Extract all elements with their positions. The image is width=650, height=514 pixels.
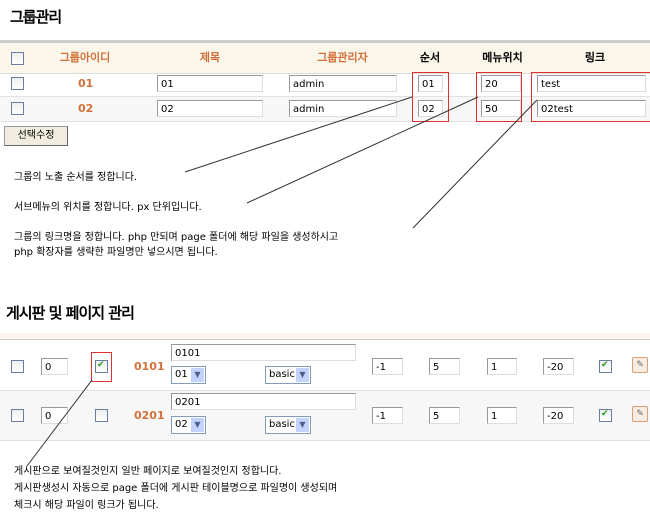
- menu-position-input[interactable]: 50: [481, 100, 521, 117]
- header-menu-position: 메뉴위치: [482, 51, 523, 64]
- header-group-id: 그룹아이디: [59, 51, 111, 64]
- note-board-1: 게시판으로 보여질것인지 일반 페이지로 보여질것인지 정합니다.: [14, 466, 282, 477]
- is-board-checkbox[interactable]: [95, 360, 108, 373]
- table-row: 0 0101 0101 01▼ basic▼ -1 5 1 -20 ✎: [0, 342, 650, 391]
- admin-input[interactable]: admin: [289, 100, 397, 117]
- highlight-order: [412, 72, 449, 122]
- row-checkbox[interactable]: [11, 360, 24, 373]
- row-checkbox[interactable]: [11, 77, 24, 90]
- table-row: 0 0201 0201 02▼ basic▼ -1 5 1 -20 ✎: [0, 391, 650, 441]
- board-title-input[interactable]: 0101: [171, 344, 356, 361]
- board-id: 0201: [134, 409, 165, 422]
- highlight-link: [531, 72, 650, 122]
- value-input-2[interactable]: 5: [429, 358, 460, 375]
- header-title: 제목: [199, 51, 221, 64]
- table-row: 01 01 admin 01 20 test: [0, 72, 650, 97]
- group-title: 그룹관리: [10, 8, 62, 26]
- note-link-2: php 확장자를 생략한 파일명만 넣으시면 됩니다.: [14, 247, 218, 258]
- edit-icon[interactable]: ✎: [632, 357, 648, 373]
- order-input[interactable]: 0: [41, 407, 68, 424]
- is-board-checkbox[interactable]: [95, 409, 108, 422]
- value-input-1[interactable]: -1: [372, 358, 403, 375]
- board-id: 0101: [134, 360, 165, 373]
- group-select[interactable]: 01 ▼: [171, 366, 206, 384]
- value-input-4[interactable]: -20: [543, 358, 574, 375]
- value-input-1[interactable]: -1: [372, 407, 403, 424]
- row-checkbox[interactable]: [11, 102, 24, 115]
- pointer-line-order: [184, 96, 413, 173]
- title-input[interactable]: 02: [157, 100, 263, 117]
- header-order: 순서: [419, 51, 441, 64]
- order-input[interactable]: 0: [41, 358, 68, 375]
- group-select-value: 01: [175, 369, 188, 380]
- pointer-line-menu: [246, 96, 479, 204]
- value-input-3[interactable]: 1: [487, 407, 517, 424]
- title-input[interactable]: 01: [157, 75, 263, 92]
- apply-selected-button[interactable]: 선택수정: [4, 126, 68, 146]
- note-board-2: 게시판생성시 자동으로 page 폴더에 게시판 테이블명으로 파일명이 생성되…: [14, 483, 338, 494]
- group-id: 01: [78, 77, 94, 90]
- use-checkbox[interactable]: [599, 360, 612, 373]
- value-input-3[interactable]: 1: [487, 358, 517, 375]
- note-link-1: 그룹의 링크명을 정합니다. php 만되며 page 폴더에 해당 파일을 생…: [14, 232, 339, 243]
- board-title-input[interactable]: 0201: [171, 393, 356, 410]
- note-board-3: 체크시 해당 파일이 링크가 됩니다.: [14, 500, 159, 511]
- chevron-down-icon: ▼: [191, 368, 204, 382]
- order-input[interactable]: 01: [418, 75, 443, 92]
- skin-select[interactable]: basic ▼: [265, 416, 311, 434]
- board-title: 게시판 및 페이지 관리: [6, 304, 135, 322]
- link-input[interactable]: test: [537, 75, 646, 92]
- highlight-menu-position: [476, 72, 522, 122]
- use-checkbox[interactable]: [599, 409, 612, 422]
- skin-select[interactable]: basic ▼: [265, 366, 311, 384]
- note-menu-position: 서브메뉴의 위치를 정합니다. px 단위입니다.: [14, 202, 202, 213]
- header-admin: 그룹관리자: [317, 51, 368, 64]
- value-input-2[interactable]: 5: [429, 407, 460, 424]
- skin-select-value: basic: [269, 419, 295, 430]
- menu-position-input[interactable]: 20: [481, 75, 521, 92]
- skin-select-value: basic: [269, 369, 295, 380]
- group-table-header: 그룹아이디 제목 그룹관리자 순서 메뉴위치 링크: [0, 40, 650, 74]
- row-checkbox[interactable]: [11, 409, 24, 422]
- group-select-value: 02: [175, 419, 188, 430]
- table-row: 02 02 admin 02 50 02test: [0, 97, 650, 122]
- chevron-down-icon: ▼: [296, 368, 309, 382]
- header-link: 링크: [584, 51, 606, 64]
- select-all-checkbox[interactable]: [11, 52, 24, 65]
- edit-icon[interactable]: ✎: [632, 406, 648, 422]
- chevron-down-icon: ▼: [191, 418, 204, 432]
- group-id: 02: [78, 102, 94, 115]
- link-input[interactable]: 02test: [537, 100, 646, 117]
- pointer-line-link: [412, 99, 538, 229]
- chevron-down-icon: ▼: [296, 418, 309, 432]
- board-table-header: [0, 333, 650, 340]
- order-input[interactable]: 02: [418, 100, 443, 117]
- note-order: 그룹의 노출 순서를 정합니다.: [14, 172, 138, 183]
- group-select[interactable]: 02 ▼: [171, 416, 206, 434]
- value-input-4[interactable]: -20: [543, 407, 574, 424]
- highlight-is-board: [91, 352, 112, 382]
- admin-input[interactable]: admin: [289, 75, 397, 92]
- pointer-line-board: [26, 379, 93, 467]
